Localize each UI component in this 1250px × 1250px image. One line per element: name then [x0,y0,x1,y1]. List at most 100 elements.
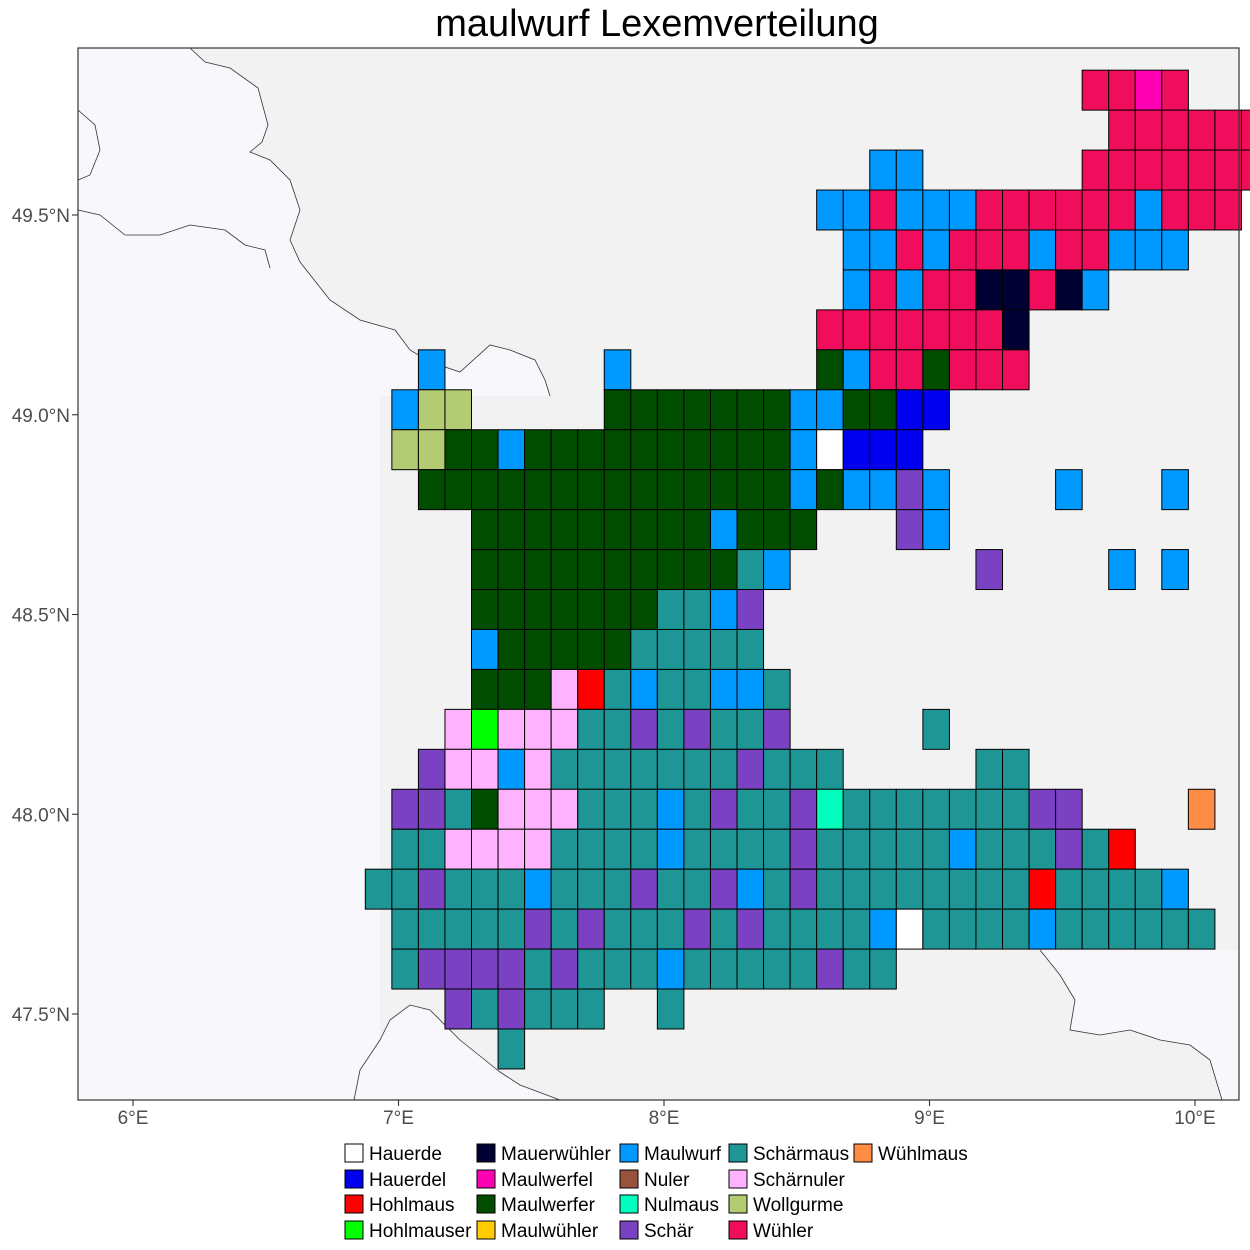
grid-cell-schärmaus [656,668,685,710]
grid-cell-schärmaus [736,549,765,591]
grid-cell-wollgurme [417,429,446,471]
grid-cell-hohlmaus [577,668,605,710]
grid-cell-schärmaus [391,948,419,990]
grid-cell-maulwerfer [869,389,897,431]
grid-cell-mauerwühler [1002,269,1030,311]
legend-label: Hohlmauser [369,1221,472,1242]
grid-cell-maulwurf [1161,469,1189,511]
grid-cell-maulwerfer [524,589,552,630]
grid-cell-maulwerfer [709,469,738,511]
grid-cell-schärmaus [975,788,1004,830]
grid-cell-wühler [1055,189,1083,231]
grid-cell-maulwurf [709,509,738,551]
grid-cell-wühler [975,349,1004,391]
grid-cell-maulwurf [417,349,446,391]
grid-cell-schär [417,868,446,910]
grid-cell-maulwerfer [603,389,632,431]
grid-cell-wühler [1240,109,1250,151]
grid-cell-schärmaus [922,868,950,910]
grid-cell-schärmaus [975,828,1004,870]
grid-cell-schärmaus [763,828,791,870]
grid-cell-maulwerfer [524,668,552,710]
grid-cell-maulwerfer [497,509,526,551]
border-line-east [1039,949,1223,1101]
grid-cell-schärmaus [550,828,579,870]
grid-cell-wollgurme [444,389,473,431]
grid-cell-maulwerfer [736,469,765,511]
y-tick-label: 48.0°N [12,805,70,826]
grid-cell-maulwerfer [709,389,738,431]
grid-cell-schärmaus [550,748,579,790]
grid-cell-schärmaus [842,788,871,830]
grid-cell-maulwurf [869,469,897,511]
grid-cell-maulwerfer [471,788,499,830]
grid-cell-schärmaus [417,908,446,950]
grid-cell-maulwerfer [630,589,658,630]
grid-cell-schärmaus [975,908,1004,950]
legend-label: Schär [644,1221,694,1242]
legend-label: Maulwühler [501,1221,599,1242]
grid-cell-schär [736,908,765,950]
grid-cell-maulwurf [1134,229,1163,271]
grid-cell-maulwurf [1028,229,1057,271]
grid-cell-schärmaus [577,708,605,750]
grid-cell-schär [550,948,579,990]
grid-cell-hauerdel [869,429,897,471]
grid-cell-maulwerfer [497,549,526,591]
grid-cell-schärnuler [524,708,552,750]
grid-cell-schärmaus [364,868,393,910]
grid-cell-maulwerfer [763,389,791,431]
grid-cell-maulwurf [789,389,818,431]
grid-cell-maulwerfer [497,628,526,670]
grid-cell-schärmaus [736,628,765,670]
grid-cell-schär [709,788,738,830]
grid-cell-wühler [869,349,897,391]
grid-cell-maulwerfer [577,589,605,630]
grid-cell-wühler [1081,189,1110,231]
legend-label: Nulmaus [644,1195,719,1216]
grid-cell-maulwurf [391,389,419,431]
grid-cell-schärmaus [736,708,765,750]
grid-cell-maulwurf [1028,908,1057,950]
border-line-northwest [77,109,271,269]
grid-cell-schärmaus [1134,908,1163,950]
grid-cell-schär [709,868,738,910]
grid-cell-schärnuler [497,788,526,830]
legend-swatch [728,1220,748,1240]
grid-cell-wühler [1161,189,1189,231]
outside-region-south [354,1005,560,1100]
grid-cell-schärmaus [391,828,419,870]
grid-cell-schär [816,948,844,990]
grid-cell-schärmaus [1002,828,1030,870]
grid-cell-schärmaus [763,788,791,830]
grid-cell-schärmaus [922,828,950,870]
grid-cell-maulwurf [1108,229,1136,271]
grid-cell-maulwurf [948,189,977,231]
grid-cell-wühler [1214,109,1242,151]
grid-cell-schär [895,509,924,551]
grid-cell-maulwurf [948,828,977,870]
grid-cell-wühler [975,189,1004,231]
grid-cell-schärmaus [816,828,844,870]
grid-cell-maulwerfer [550,589,579,630]
x-tick-label: 6°E [118,1108,149,1129]
grid-cell-schär [417,788,446,830]
grid-cell-schärnuler [471,828,499,870]
grid-cell-schärmaus [471,868,499,910]
legend-swatch [344,1169,364,1189]
grid-cell-schär [1055,828,1083,870]
grid-cell-maulwerfer [656,469,685,511]
legend-label: Schärmaus [753,1144,849,1165]
grid-cell-hauerdel [895,429,924,471]
grid-cell-wühler [1240,149,1250,191]
grid-cell-schärmaus [895,868,924,910]
legend-swatch [476,1220,496,1240]
grid-cell-maulwerfer [789,509,818,551]
grid-cell-maulwerfer [497,668,526,710]
grid-cell-schärmaus [1055,908,1083,950]
x-tick-label: 9°E [914,1108,945,1129]
grid-cell-wollgurme [417,389,446,431]
grid-cell-maulwerfel [1134,69,1163,111]
grid-cell-schärmaus [656,628,685,670]
